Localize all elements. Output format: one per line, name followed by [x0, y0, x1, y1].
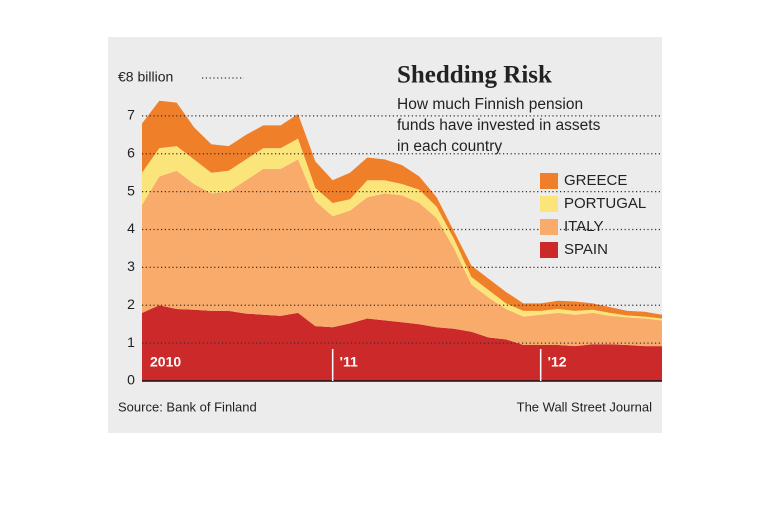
legend-label: PORTUGAL: [564, 195, 646, 212]
subtitle: in each country: [397, 138, 502, 155]
legend-label: ITALY: [564, 218, 603, 235]
legend-label: GREECE: [564, 172, 627, 189]
y-tick-label: 0: [127, 372, 135, 388]
x-tick-label: 2010: [150, 354, 181, 370]
y-tick-label: 7: [127, 107, 135, 123]
area: [142, 305, 662, 381]
legend-label: SPAIN: [564, 241, 608, 258]
y-tick-label: 1: [127, 334, 135, 350]
legend-swatch: [540, 196, 558, 212]
area: [142, 159, 662, 347]
y-tick-label: 2: [127, 296, 135, 312]
y-tick-label: 5: [127, 182, 135, 198]
subtitle: How much Finnish pension: [397, 96, 583, 113]
y-tick-label: €8 billion: [118, 69, 173, 85]
y-tick-label: 6: [127, 144, 135, 160]
y-tick-label: 3: [127, 258, 135, 274]
source: Source: Bank of Finland: [118, 399, 257, 414]
subtitle: funds have invested in assets: [397, 117, 601, 134]
legend-swatch: [540, 242, 558, 258]
y-tick-label: 4: [127, 220, 135, 236]
x-tick-label: '11: [340, 354, 358, 370]
legend-swatch: [540, 219, 558, 235]
credit: The Wall Street Journal: [517, 399, 652, 414]
x-tick-label: '12: [548, 354, 567, 370]
legend-swatch: [540, 173, 558, 189]
chart-title: Shedding Risk: [397, 62, 552, 89]
